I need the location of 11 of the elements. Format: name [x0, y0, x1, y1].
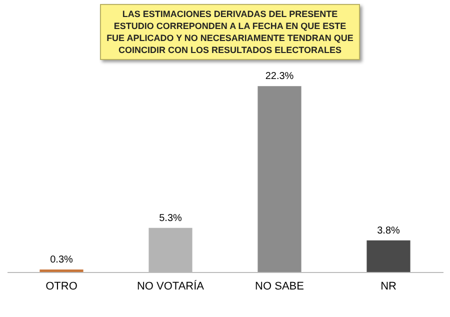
bar	[366, 240, 410, 272]
bar	[258, 86, 302, 272]
data-label: 5.3%	[159, 212, 182, 224]
data-label: 22.3%	[265, 71, 294, 82]
data-label: 3.8%	[377, 225, 400, 236]
data-label: 0.3%	[50, 254, 74, 266]
x-tick-label: NO SABE	[255, 280, 304, 292]
chart-title: LAS ESTIMACIONES DERIVADAS DEL PRESENTE ESTUDIO CORREPONDEN A LA FECHA EN QUE ESTE FUE APLICADO Y NO NECESARIAMENTE TENDRAN QUE COINCIDIR CON LOS RESULTADOS ELECTORALES	[100, 4, 360, 60]
x-tick-label: NR	[380, 280, 396, 292]
x-tick-label: OTRO	[46, 280, 78, 292]
x-tick-label: NO VOTARÍA	[136, 280, 205, 292]
